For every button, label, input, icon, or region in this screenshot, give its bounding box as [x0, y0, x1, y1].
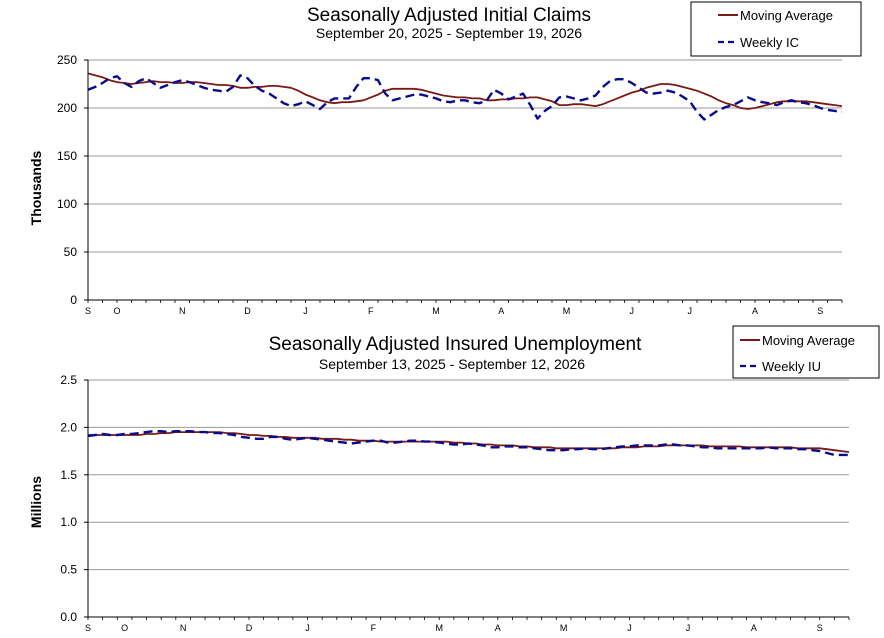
series-line-weekly-iu: [87, 430, 849, 457]
y-tick-label: 200: [57, 101, 77, 115]
x-tick-label: S: [85, 306, 91, 316]
y-axis-label: Millions: [28, 476, 44, 528]
y-tick-label: 1.5: [60, 468, 77, 482]
y-tick-label: 2.5: [60, 373, 77, 387]
y-tick-label: 0: [70, 293, 77, 307]
legend-box: [690, 1, 862, 57]
x-tick-label: M: [563, 306, 571, 316]
gridlines: [88, 379, 849, 618]
y-axis-label: Thousands: [28, 150, 44, 225]
y-tick-label: 1.0: [60, 515, 77, 529]
series-lines: [87, 430, 850, 457]
x-tick-label: M: [432, 306, 440, 316]
y-tick-label: 50: [64, 245, 78, 259]
x-tick-label: N: [179, 306, 186, 316]
x-tick-label: J: [686, 623, 691, 633]
x-tick-label: F: [368, 306, 374, 316]
y-tick-labels: 0.0 0.5 1.0 1.5 2.0 2.5: [60, 373, 77, 624]
insured-unemployment-chart: Seasonally Adjusted Insured Unemployment…: [28, 325, 880, 633]
y-tick-label: 2.0: [60, 420, 77, 434]
gridlines: [88, 59, 842, 301]
x-tick-label: J: [627, 623, 632, 633]
y-tick-label: 0.5: [60, 563, 77, 577]
x-tick-label: N: [180, 623, 187, 633]
x-tick-label: O: [121, 623, 128, 633]
x-tick-label: O: [113, 306, 120, 316]
x-tick-label: F: [371, 623, 377, 633]
series-lines: [87, 72, 843, 121]
legend-label-moving-average: Moving Average: [740, 8, 833, 23]
x-tick-label: S: [817, 306, 823, 316]
legend-label-weekly-ic: Weekly IC: [740, 35, 799, 50]
initial-claims-chart: Seasonally Adjusted Initial Claims Septe…: [28, 1, 862, 316]
series-line-weekly-ic: [87, 74, 843, 121]
x-tick-label: D: [246, 623, 253, 633]
chart-title: Seasonally Adjusted Insured Unemployment: [269, 334, 643, 355]
legend-label-weekly-iu: Weekly IU: [762, 359, 821, 374]
axes: [84, 379, 850, 620]
x-tick-label: M: [560, 623, 568, 633]
legend-box: [732, 325, 880, 379]
x-tick-label: A: [752, 306, 758, 316]
x-tick-label: S: [85, 623, 91, 633]
legend-label-moving-average: Moving Average: [762, 333, 855, 348]
x-tick-label: A: [495, 623, 501, 633]
legend: Moving Average Weekly IU: [732, 325, 880, 379]
y-tick-label: 0.0: [60, 610, 77, 624]
y-tick-label: 150: [57, 149, 77, 163]
chart-subtitle: September 20, 2025 - September 19, 2026: [316, 25, 582, 41]
x-tick-label: J: [305, 623, 310, 633]
series-line-moving-average: [87, 72, 843, 110]
legend: Moving Average Weekly IC: [690, 1, 862, 57]
x-tick-label: J: [630, 306, 635, 316]
x-tick-label: D: [244, 306, 251, 316]
chart-title: Seasonally Adjusted Initial Claims: [307, 5, 591, 26]
x-tick-label: J: [303, 306, 308, 316]
x-tick-label: A: [751, 623, 757, 633]
y-tick-label: 100: [57, 197, 77, 211]
y-tick-labels: 0 50 100 150 200 250: [57, 53, 77, 307]
axes: [84, 59, 843, 303]
x-tick-label: A: [498, 306, 504, 316]
x-tick-label: M: [435, 623, 443, 633]
y-tick-label: 250: [57, 53, 77, 67]
x-tick-label: S: [817, 623, 823, 633]
chart-subtitle: September 13, 2025 - September 12, 2026: [319, 356, 585, 372]
x-tick-label: J: [688, 306, 693, 316]
